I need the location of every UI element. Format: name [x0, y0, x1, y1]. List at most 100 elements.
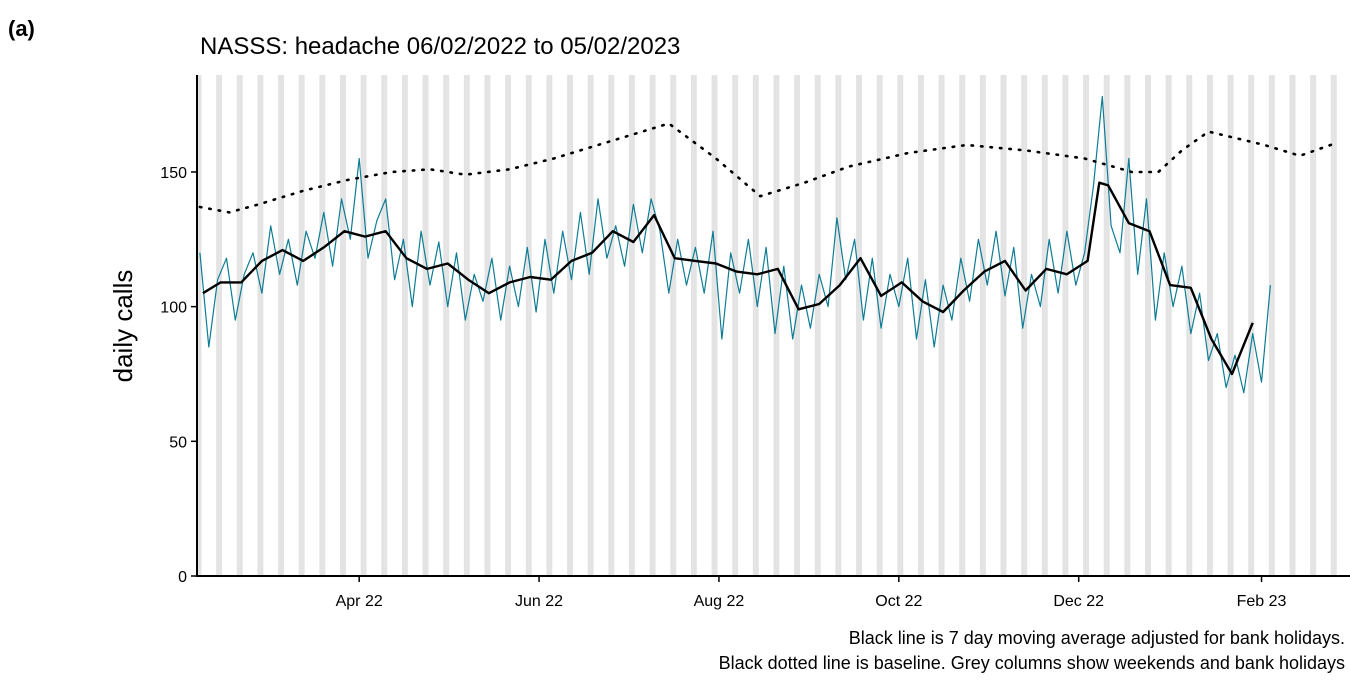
y-tick-label: 0: [178, 569, 187, 586]
weekend-column: [755, 75, 759, 576]
weekend-column: [673, 75, 677, 576]
plot-area: 0 50 100 150 Apr 22 Jun 22 Aug 22 Oct 22 Dec 22 F…: [160, 75, 1350, 610]
weekend-column: [342, 75, 346, 576]
weekend-column: [363, 75, 367, 576]
weekend-column: [835, 75, 839, 576]
weekend-column: [714, 75, 718, 576]
weekend-column: [257, 75, 261, 576]
weekend-column: [1289, 75, 1293, 576]
weekend-column: [1189, 75, 1193, 576]
weekend-column: [1127, 75, 1131, 576]
weekend-column: [1186, 75, 1190, 576]
weekend-column: [1292, 75, 1296, 576]
weekend-column: [1041, 75, 1045, 576]
weekend-column: [1209, 75, 1213, 576]
x-tick-label: Aug 22: [694, 593, 745, 610]
weekend-column: [587, 75, 591, 576]
weekend-column: [817, 75, 821, 576]
weekend-column: [959, 75, 963, 576]
weekend-column: [508, 75, 512, 576]
weekend-column: [528, 75, 532, 576]
weekend-column: [1106, 75, 1110, 576]
weekend-column: [876, 75, 880, 576]
weekend-column: [340, 75, 343, 576]
weekend-column: [1206, 75, 1210, 576]
y-tick-label: 50: [169, 434, 187, 451]
weekend-column: [752, 75, 756, 576]
weekend-column: [917, 75, 921, 576]
weekend-column: [463, 75, 467, 576]
series-line: [198, 122, 1340, 214]
weekend-column: [216, 75, 220, 576]
weekend-column: [525, 75, 529, 576]
weekend-column: [732, 75, 736, 576]
weekend-column: [1165, 75, 1169, 576]
shading: [197, 75, 1337, 576]
weekend-column: [670, 75, 674, 576]
weekend-column: [900, 75, 904, 576]
weekend-column: [236, 75, 240, 576]
note: Black dotted line is baseline. Grey colu…: [719, 653, 1345, 673]
weekend-column: [322, 75, 326, 576]
weekend-column: [301, 75, 305, 576]
weekend-column: [611, 75, 615, 576]
x-tick-label: Apr 22: [336, 593, 383, 610]
weekend-column: [401, 75, 405, 576]
weekend-column: [629, 75, 632, 576]
weekend-column: [487, 75, 491, 576]
weekend-column: [590, 75, 594, 576]
weekend-column: [1086, 75, 1090, 576]
weekend-column: [773, 75, 777, 576]
weekend-column: [797, 75, 801, 576]
weekend-column: [425, 75, 429, 576]
weekend-column: [1333, 75, 1337, 576]
weekend-column: [1145, 75, 1149, 576]
y-tick-label: 100: [160, 300, 187, 317]
weekend-column: [1065, 75, 1069, 576]
weekend-column: [298, 75, 302, 576]
weekend-column: [1003, 75, 1007, 576]
weekend-column: [794, 75, 798, 576]
weekend-column: [1268, 75, 1272, 576]
weekend-column: [982, 75, 986, 576]
weekend-column: [920, 75, 924, 576]
note: Black line is 7 day moving average adjus…: [849, 628, 1345, 648]
weekend-column: [360, 75, 364, 576]
weekend-column: [567, 75, 571, 576]
weekend-column: [239, 75, 243, 576]
weekend-column: [570, 75, 573, 576]
y-tick-label: 150: [160, 165, 187, 182]
weekend-column: [631, 75, 635, 576]
weekend-column: [649, 75, 653, 576]
weekend-column: [938, 75, 942, 576]
weekend-column: [776, 75, 780, 576]
weekend-column: [546, 75, 550, 576]
series-line: [202, 181, 1254, 376]
weekend-column: [859, 75, 862, 576]
weekend-column: [856, 75, 860, 576]
weekend-column: [446, 75, 450, 576]
weekend-column: [1168, 75, 1172, 576]
weekend-column: [1230, 75, 1234, 576]
weekend-column: [1248, 75, 1252, 576]
weekend-column: [484, 75, 488, 576]
weekend-column: [319, 75, 323, 576]
weekend-column: [1062, 75, 1066, 576]
x-tick-label: Jun 22: [515, 593, 563, 610]
weekend-column: [652, 75, 656, 576]
weekend-column: [219, 75, 223, 576]
weekend-column: [814, 75, 818, 576]
weekend-column: [198, 75, 202, 576]
weekend-column: [443, 75, 447, 576]
weekend-column: [1227, 75, 1231, 576]
weekend-column: [1148, 75, 1151, 576]
weekend-column: [281, 75, 284, 576]
series-line: [199, 95, 1271, 394]
weekend-column: [979, 75, 983, 576]
weekend-column: [693, 75, 697, 576]
weekend-column: [1271, 75, 1275, 576]
panel-label: (a): [8, 16, 35, 41]
weekend-column: [711, 75, 715, 576]
weekend-column: [608, 75, 612, 576]
